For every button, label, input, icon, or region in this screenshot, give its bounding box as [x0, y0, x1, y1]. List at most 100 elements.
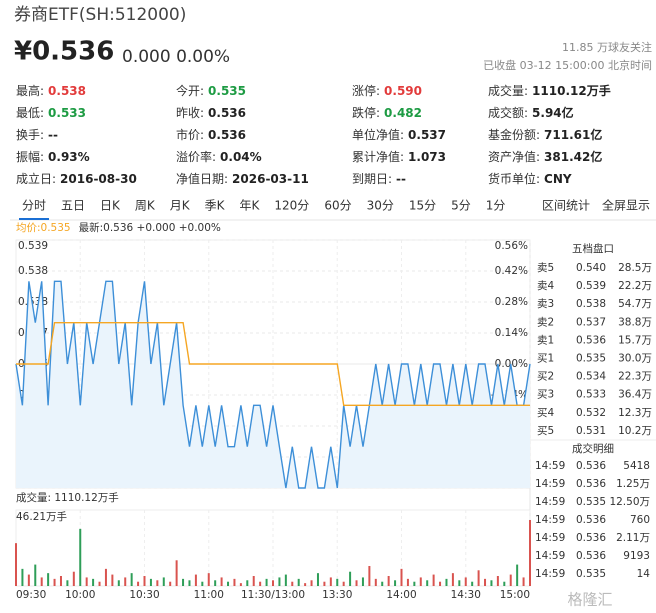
stat: 到期日: -- — [352, 172, 406, 186]
volume-bar — [426, 580, 429, 586]
stat-value: -- — [48, 128, 58, 142]
stat-value: 0.535 — [208, 84, 246, 98]
stat: 振幅: 0.93% — [16, 149, 90, 164]
ob-price: 0.540 — [576, 262, 606, 274]
stat-value: CNY — [544, 172, 572, 186]
volume-bar — [175, 560, 178, 586]
stat-label: 涨停: — [352, 83, 380, 98]
volume-bar — [355, 580, 358, 586]
volume-bar — [104, 568, 107, 586]
stat-label: 溢价率: — [176, 149, 216, 164]
trade-time: 14:59 — [535, 478, 565, 490]
volume-bar — [214, 580, 217, 586]
y-tick-label: 0.539 — [18, 240, 48, 252]
volume-bar — [400, 568, 403, 586]
x-tick-label: 15:00 — [500, 589, 530, 601]
volume-bar — [451, 573, 454, 586]
volume-bar — [92, 578, 95, 586]
stat-label: 货币单位: — [488, 171, 540, 186]
ob-price: 0.531 — [576, 425, 606, 437]
ob-volume: 28.5万 — [618, 262, 652, 274]
stat-label: 单位净值: — [352, 127, 404, 142]
volume-bar — [40, 577, 43, 586]
ob-price: 0.535 — [576, 353, 606, 365]
volume-bar — [471, 581, 474, 586]
legend-latest: 最新:0.536 +0.000 +0.00% — [79, 221, 221, 234]
volume-bar — [278, 577, 281, 586]
stat-label: 跌停: — [352, 105, 380, 120]
x-tick-label: 11:30/13:00 — [241, 589, 305, 601]
stat-label: 成立日: — [16, 171, 56, 186]
tab[interactable]: 分时 — [22, 199, 46, 213]
stat-label: 到期日: — [352, 172, 392, 186]
tab-action[interactable]: 全屏显示 — [602, 198, 650, 213]
tab[interactable]: 15分 — [409, 199, 436, 213]
stat: 成交额: 5.94亿 — [488, 105, 574, 120]
volume-bar — [47, 573, 50, 586]
ob-price: 0.537 — [576, 316, 606, 328]
avg-line — [16, 322, 530, 406]
stat: 昨收: 0.536 — [176, 106, 246, 120]
ob-side: 卖3 — [537, 298, 554, 310]
volume-bar — [297, 578, 300, 586]
volume-bar — [111, 574, 114, 586]
trade-volume: 2.11万 — [616, 532, 650, 544]
volume-bar — [15, 543, 17, 586]
tab[interactable]: 120分 — [274, 199, 309, 213]
stat-value: 1110.12万手 — [532, 83, 611, 98]
y2-tick-label: 0.56% — [495, 240, 528, 252]
tab[interactable]: 月K — [170, 199, 191, 213]
volume-bar — [156, 580, 159, 586]
tab[interactable]: 1分 — [486, 199, 506, 213]
trade-price: 0.536 — [576, 550, 606, 562]
ob-side: 卖2 — [537, 316, 554, 328]
trade-volume: 14 — [637, 568, 651, 580]
volume-bar — [227, 581, 230, 586]
trades-title: 成交明细 — [572, 442, 614, 455]
ob-volume: 30.0万 — [618, 353, 652, 365]
price-line — [15, 280, 531, 489]
tab[interactable]: 年K — [240, 199, 261, 213]
volume-bar — [252, 576, 255, 586]
watermark: 格隆汇 — [567, 591, 612, 609]
ob-volume: 36.4万 — [618, 389, 652, 401]
volume-bar — [130, 573, 133, 586]
change: 0.000 0.00% — [122, 47, 230, 67]
stat-value: 2016-08-30 — [60, 172, 137, 186]
trade-price: 0.536 — [576, 532, 606, 544]
stat: 换手: -- — [16, 128, 58, 142]
stat-value: 0.93% — [48, 150, 90, 164]
ob-price: 0.536 — [576, 334, 606, 346]
volume-bar — [66, 580, 69, 586]
volume-tick-label: 46.21万手 — [16, 510, 67, 523]
trade-volume: 5418 — [623, 460, 650, 472]
tab[interactable]: 60分 — [324, 199, 351, 213]
volume-bar — [329, 577, 332, 586]
stat: 今开: 0.535 — [176, 83, 246, 98]
volume-bar — [79, 528, 82, 586]
stat-value: 0.533 — [48, 106, 86, 120]
tab[interactable]: 日K — [100, 199, 121, 213]
stat: 资产净值: 381.42亿 — [488, 149, 602, 164]
ob-price: 0.532 — [576, 407, 606, 419]
volume-bar — [98, 581, 101, 586]
ob-price: 0.533 — [576, 389, 606, 401]
tab[interactable]: 季K — [205, 199, 226, 213]
tab[interactable]: 30分 — [367, 199, 394, 213]
tab[interactable]: 五日 — [61, 199, 85, 213]
volume-bar — [117, 580, 120, 586]
price-area — [16, 281, 530, 488]
tab-action[interactable]: 区间统计 — [542, 199, 590, 213]
ob-side: 卖5 — [537, 262, 554, 274]
tab[interactable]: 5分 — [451, 199, 471, 213]
trade-volume: 9193 — [623, 550, 650, 562]
stat: 最高: 0.538 — [16, 83, 86, 98]
volume-bar — [484, 578, 487, 586]
trade-price: 0.536 — [576, 514, 606, 526]
stat-label: 累计净值: — [352, 149, 404, 164]
followers[interactable]: 11.85 万球友关注 — [562, 40, 652, 54]
tab[interactable]: 周K — [135, 199, 156, 213]
volume-bar — [137, 581, 140, 586]
ob-volume: 15.7万 — [618, 334, 652, 346]
